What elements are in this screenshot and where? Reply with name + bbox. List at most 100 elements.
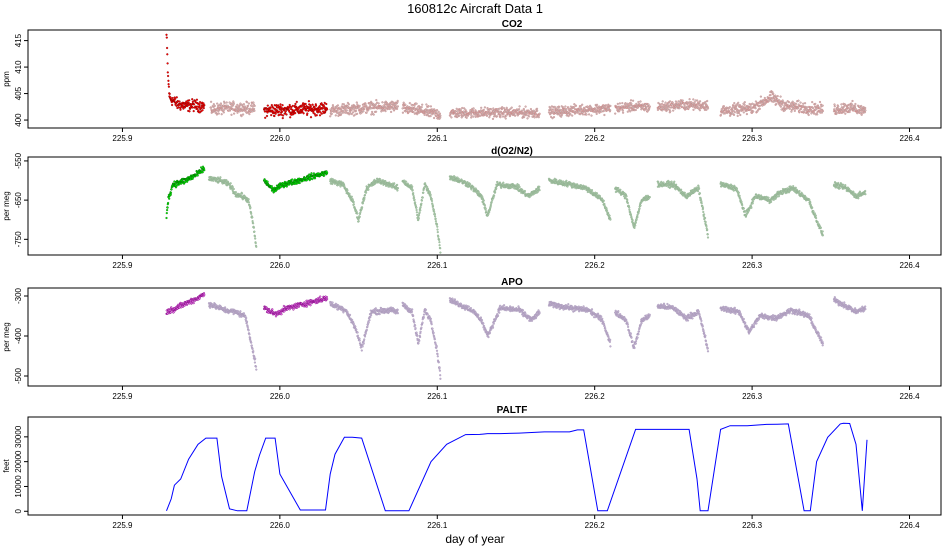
x-tick-label-apo-0: 225.9 (112, 392, 133, 401)
segment-co2-7 (614, 99, 651, 115)
x-tick-label-co2-3: 226.2 (585, 134, 606, 143)
x-tick-label-paltf-5: 226.4 (900, 521, 921, 530)
x-axis-paltf: 225.9 226.0 226.1 226.2 226.3 226.4 (112, 515, 920, 530)
y-tick-label-paltf-3: 30000 (14, 425, 23, 448)
panel-title-apo: APO (501, 277, 523, 288)
data-points-co2 (165, 33, 867, 120)
y-axis-label-do2n2: per meg (2, 191, 11, 220)
y-axis-label-paltf: feet (2, 459, 11, 473)
x-tick-label-do2n2-5: 226.4 (900, 261, 921, 270)
segment-apo-7 (614, 309, 651, 350)
y-axis-co2: 400 405 410 415 (14, 33, 28, 127)
segment-apo-6 (547, 300, 612, 348)
segment-do2n2-6 (547, 177, 612, 221)
y-tick-label-paltf-1: 10000 (14, 475, 23, 498)
x-tick-label-do2n2-0: 225.9 (112, 261, 133, 270)
y-tick-label-do2n2-0: -550 (14, 152, 23, 169)
segment-co2-3 (329, 98, 399, 118)
x-tick-label-do2n2-4: 226.3 (742, 261, 763, 270)
segment-do2n2-8 (656, 179, 710, 239)
plot-frame-co2 (27, 29, 942, 129)
plot-frame-apo (27, 287, 942, 387)
segment-do2n2-3 (329, 177, 399, 223)
segment-apo-9 (719, 305, 824, 347)
segment-do2n2-5 (448, 175, 541, 217)
panel-title-paltf: PALTF (497, 405, 528, 416)
segment-do2n2-4 (401, 179, 442, 254)
y-axis-apo: -300 -400 -500 (14, 287, 28, 384)
y-tick-label-paltf-2: 20000 (14, 450, 23, 473)
segment-apo-1 (207, 301, 258, 371)
y-tick-label-do2n2-2: -750 (14, 231, 23, 248)
segment-do2n2-2 (263, 170, 329, 194)
x-tick-label-co2-5: 226.4 (900, 134, 921, 143)
segment-co2-6 (547, 103, 612, 120)
y-tick-label-apo-1: -400 (14, 327, 23, 344)
x-tick-label-paltf-3: 226.2 (585, 521, 606, 530)
data-points-do2n2 (165, 165, 867, 254)
segment-co2-2 (263, 100, 329, 120)
x-tick-label-co2-4: 226.3 (742, 134, 763, 143)
y-tick-label-apo-2: -500 (14, 367, 23, 384)
panel-title-co2: CO2 (502, 19, 523, 30)
segment-co2-5 (448, 105, 541, 120)
segment-apo-4 (401, 301, 442, 380)
y-tick-label-co2-0: 400 (14, 113, 23, 127)
plot-frame-do2n2 (27, 156, 942, 256)
altitude-line-paltf (166, 422, 868, 512)
y-axis-do2n2: -550 -650 -750 (14, 152, 28, 247)
data-points-apo (165, 292, 867, 380)
y-axis-paltf: 0 10000 20000 30000 (14, 425, 28, 514)
x-tick-label-do2n2-1: 226.0 (270, 261, 291, 270)
x-axis-do2n2: 225.9 226.0 226.1 226.2 226.3 226.4 (112, 255, 920, 270)
x-tick-label-apo-4: 226.3 (742, 392, 763, 401)
x-axis-label: day of year (445, 532, 504, 546)
y-tick-label-do2n2-1: -650 (14, 192, 23, 209)
y-tick-label-co2-2: 410 (14, 60, 23, 74)
y-tick-label-apo-0: -300 (14, 287, 23, 304)
y-axis-label-co2: ppm (2, 71, 11, 87)
segment-co2-9 (719, 90, 824, 117)
segment-do2n2-9 (719, 181, 824, 237)
segment-do2n2-10 (832, 181, 867, 200)
y-axis-label-apo: per meg (2, 322, 11, 351)
segment-co2-8 (656, 98, 710, 114)
plot-frame-paltf (27, 416, 942, 516)
x-tick-label-paltf-0: 225.9 (112, 521, 133, 530)
segment-apo-0 (165, 292, 206, 315)
y-tick-label-paltf-0: 0 (14, 509, 23, 514)
y-tick-label-co2-1: 405 (14, 86, 23, 100)
x-tick-label-do2n2-3: 226.2 (585, 261, 606, 270)
segment-apo-8 (656, 302, 710, 353)
segment-apo-3 (329, 300, 399, 352)
x-tick-label-apo-5: 226.4 (900, 392, 921, 401)
x-axis-co2: 225.9 226.0 226.1 226.2 226.3 226.4 (112, 128, 920, 143)
x-tick-label-paltf-4: 226.3 (742, 521, 763, 530)
x-tick-label-apo-1: 226.0 (270, 392, 291, 401)
x-tick-label-co2-2: 226.1 (427, 134, 448, 143)
x-tick-label-paltf-1: 226.0 (270, 521, 291, 530)
x-tick-label-co2-1: 226.0 (270, 134, 291, 143)
segment-apo-2 (263, 295, 329, 318)
series-line-paltf-0 (166, 422, 868, 512)
x-axis-apo: 225.9 226.0 226.1 226.2 226.3 226.4 (112, 386, 920, 401)
x-tick-label-apo-2: 226.1 (427, 392, 448, 401)
segment-apo-10 (832, 296, 867, 315)
figure-title: 160812c Aircraft Data 1 (407, 1, 543, 16)
panel-title-do2n2: d(O2/N2) (491, 146, 533, 157)
segment-co2-1 (209, 100, 256, 118)
segment-co2-10 (832, 99, 867, 116)
x-tick-label-apo-3: 226.2 (585, 392, 606, 401)
segment-do2n2-1 (207, 175, 258, 248)
segment-apo-5 (448, 297, 541, 339)
panel-apo: APO per meg 225.9 226.0 226.1 226.2 226.3 226… (2, 277, 942, 401)
x-tick-label-do2n2-2: 226.1 (427, 261, 448, 270)
x-tick-label-paltf-2: 226.1 (427, 521, 448, 530)
segment-do2n2-0 (165, 165, 206, 220)
segment-do2n2-7 (614, 186, 651, 229)
panel-do2n2: d(O2/N2) per meg 225.9 226.0 226.1 226.2 226… (2, 146, 942, 270)
segment-co2-0 (165, 33, 206, 114)
x-tick-label-co2-0: 225.9 (112, 134, 133, 143)
y-tick-label-co2-3: 415 (14, 33, 23, 47)
